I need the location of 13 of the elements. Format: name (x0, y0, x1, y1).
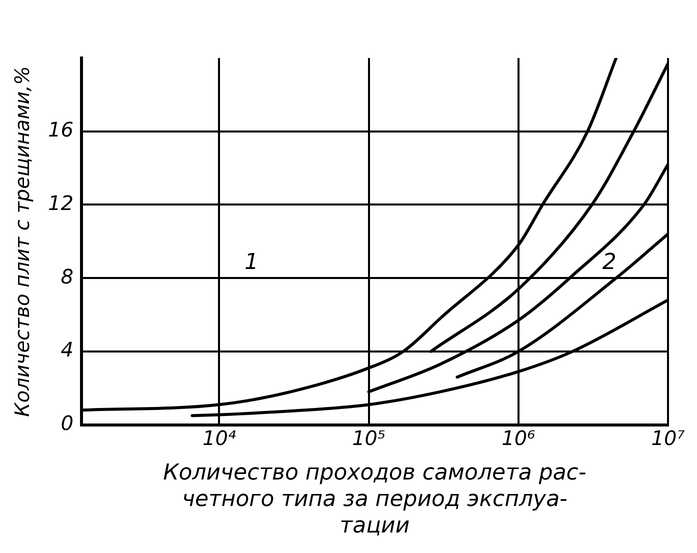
x-tick-label: 10⁵ (352, 426, 386, 450)
y-tick-label: 8 (60, 264, 74, 288)
y-tick-label: 16 (48, 118, 74, 142)
x-tick-label: 10⁷ (651, 426, 685, 450)
y-axis-title: Количество плит с трещинами,% (10, 66, 34, 417)
x-axis-title: Количество проходов самолета рас- четного типа за период эксплуа- тации (163, 460, 586, 539)
annotation: 1 (244, 250, 259, 276)
annotation: 2 (602, 250, 616, 276)
y-tick-label: 4 (60, 338, 74, 362)
y-tick-label: 12 (48, 190, 74, 215)
y-tick-label: 0 (60, 411, 74, 436)
x-tick-label: 10⁶ (502, 426, 536, 450)
x-tick-label: 10⁴ (202, 426, 236, 450)
